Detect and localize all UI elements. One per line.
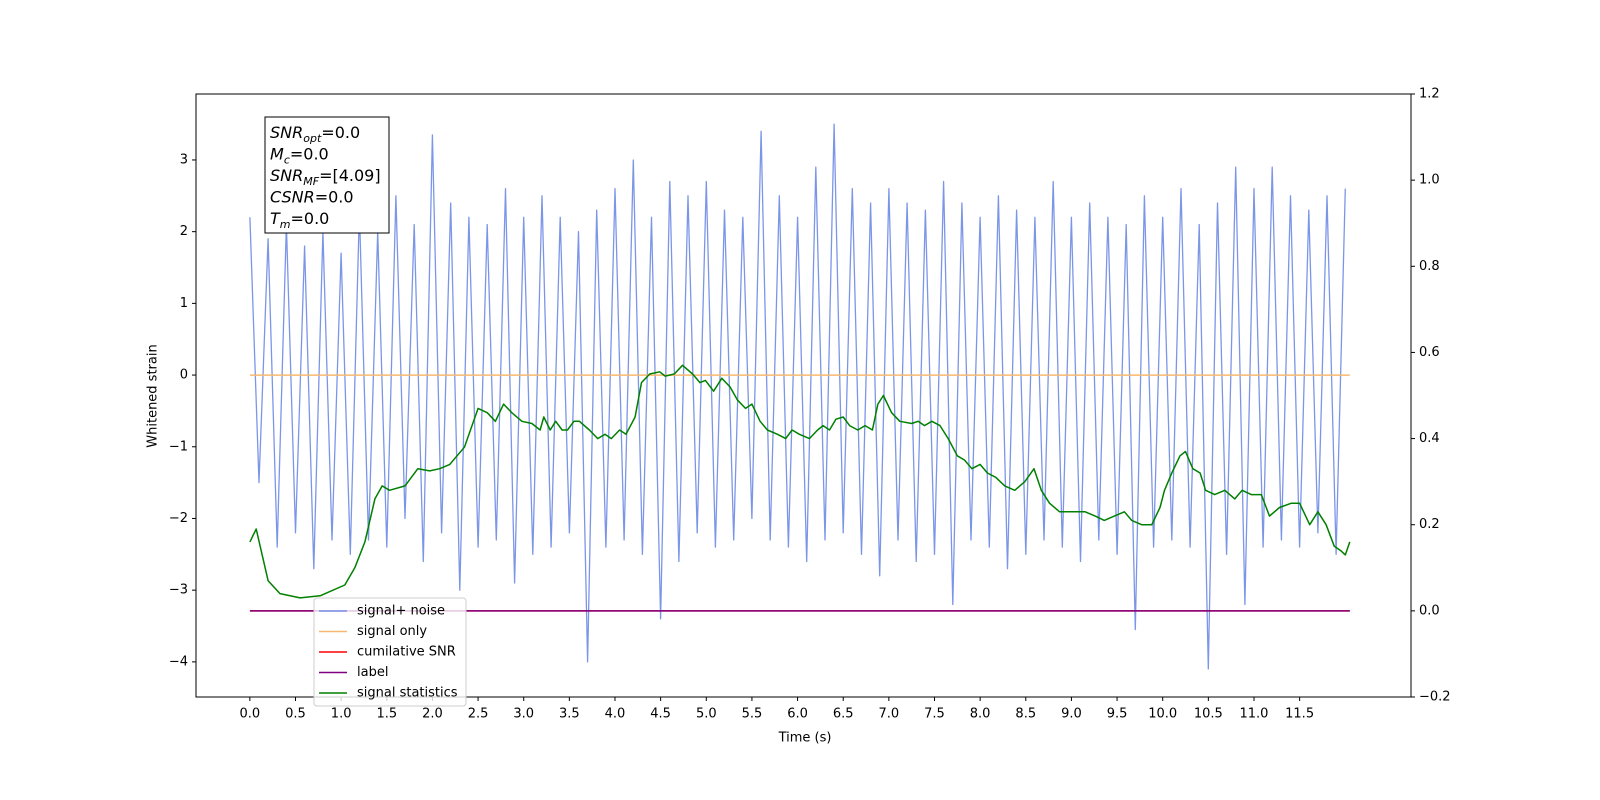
series-line xyxy=(249,364,1351,599)
plot-area xyxy=(249,123,1351,670)
x-tick-label: 2.0 xyxy=(422,707,443,722)
x-tick-label: 5.0 xyxy=(696,707,717,722)
y-tick-label: −1 xyxy=(169,439,188,454)
y-tick-label: −4 xyxy=(169,654,188,669)
annotation-subscript: m xyxy=(280,218,291,231)
annotation-symbol: T xyxy=(270,209,281,228)
x-tick-label: 0.0 xyxy=(240,707,261,722)
annotation-symbol: SNR xyxy=(270,123,303,142)
legend-label: signal statistics xyxy=(357,686,458,701)
annotation: SNRMF=[4.09] xyxy=(270,166,381,188)
x-tick-label: 1.5 xyxy=(376,707,397,722)
x-tick-label: 6.0 xyxy=(787,707,808,722)
y-tick-label: 0 xyxy=(180,368,188,383)
annotation-text: =0.0 xyxy=(291,209,330,228)
legend-label: signal only xyxy=(357,624,427,639)
y2-tick-label: 0.2 xyxy=(1419,517,1440,532)
x-tick-label: 3.5 xyxy=(559,707,580,722)
y2-tick-label: 1.2 xyxy=(1419,87,1440,102)
x-axis-label: Time (s) xyxy=(778,731,832,746)
annotation: CSNR=0.0 xyxy=(270,188,354,207)
y2-tick-label: 0.6 xyxy=(1419,345,1440,360)
y2-tick-label: 1.0 xyxy=(1419,173,1440,188)
annotation-text: =0.0 xyxy=(321,123,360,142)
annotation-text: =[4.09] xyxy=(319,166,381,185)
x-tick-label: 10.5 xyxy=(1194,707,1223,722)
y-tick-label: 2 xyxy=(180,224,188,239)
legend-label: cumilative SNR xyxy=(357,645,456,660)
x-tick-label: 8.0 xyxy=(970,707,991,722)
series-line xyxy=(249,123,1346,670)
legend-label: signal+ noise xyxy=(357,604,445,619)
annotation-text: =0.0 xyxy=(290,145,329,164)
annotation-subscript: opt xyxy=(303,132,322,145)
x-tick-label: 0.5 xyxy=(285,707,306,722)
annotation-box xyxy=(264,116,390,234)
x-tick-label: 4.5 xyxy=(650,707,671,722)
x-tick-label: 7.5 xyxy=(924,707,945,722)
x-tick-label: 7.0 xyxy=(879,707,900,722)
y2-tick-label: −0.2 xyxy=(1419,690,1451,705)
x-tick-label: 6.5 xyxy=(833,707,854,722)
x-tick-label: 5.5 xyxy=(742,707,763,722)
annotation: Mc=0.0 xyxy=(270,145,329,167)
annotation-subscript: c xyxy=(284,154,290,167)
y-axis-label: Whitened strain xyxy=(146,344,161,447)
y-tick-label: −2 xyxy=(169,511,188,526)
x-tick-label: 4.0 xyxy=(605,707,626,722)
y-tick-label: −3 xyxy=(169,583,188,598)
annotation-symbol: CSNR xyxy=(270,188,315,207)
x-tick-label: 11.0 xyxy=(1240,707,1269,722)
annotation-text: =0.0 xyxy=(315,188,354,207)
x-tick-label: 9.0 xyxy=(1061,707,1082,722)
y-tick-label: 1 xyxy=(180,296,188,311)
y2-tick-label: 0.4 xyxy=(1419,431,1440,446)
legend-box xyxy=(313,597,467,707)
annotation: Tm=0.0 xyxy=(270,209,329,231)
y-tick-label: 3 xyxy=(180,152,188,167)
x-tick-label: 2.5 xyxy=(468,707,489,722)
x-tick-label: 8.5 xyxy=(1015,707,1036,722)
x-tick-label: 11.5 xyxy=(1285,707,1314,722)
x-tick-label: 9.5 xyxy=(1107,707,1128,722)
y2-tick-label: 0.0 xyxy=(1419,603,1440,618)
x-tick-label: 3.0 xyxy=(513,707,534,722)
annotation-symbol: SNR xyxy=(270,166,303,185)
x-tick-label: 1.0 xyxy=(331,707,352,722)
y2-tick-label: 0.8 xyxy=(1419,259,1440,274)
annotation: SNRopt=0.0 xyxy=(270,123,360,145)
plot-frame xyxy=(195,93,1412,698)
annotation-subscript: MF xyxy=(303,175,319,188)
annotation-symbol: M xyxy=(270,145,284,164)
x-tick-label: 10.0 xyxy=(1148,707,1177,722)
legend-label: label xyxy=(357,665,388,680)
